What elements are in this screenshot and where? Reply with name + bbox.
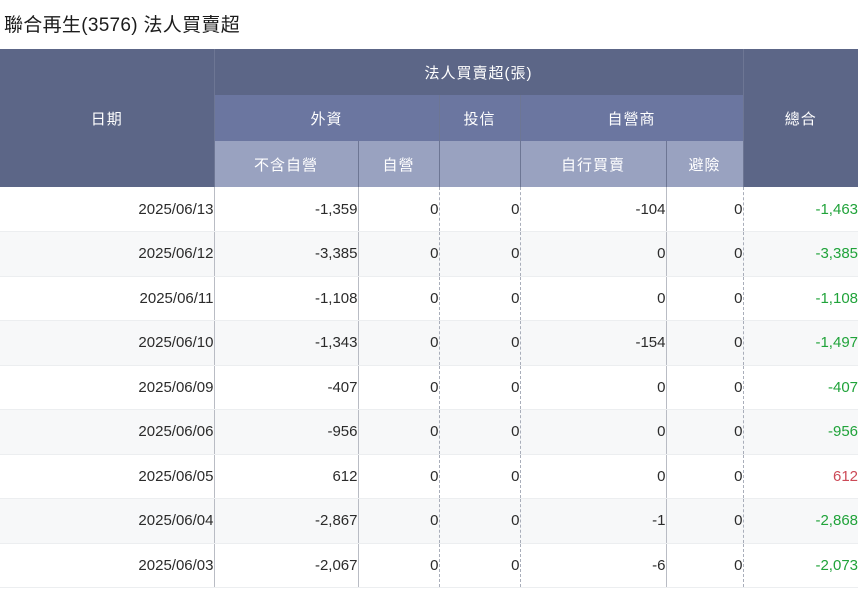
table-row: 2025/06/12 -3,385 0 0 0 0 -3,385: [0, 231, 858, 277]
column-header-dealer[interactable]: 自營商: [519, 95, 744, 141]
column-header-trust[interactable]: 投信: [438, 95, 521, 141]
cell-dealer-self: 0: [520, 454, 667, 499]
cell-foreign-ex-dealer: -2,067: [214, 543, 359, 588]
cell-foreign-dealer: 0: [358, 409, 440, 455]
column-header-total[interactable]: 總合: [742, 49, 858, 187]
cell-foreign-ex-dealer: -407: [214, 365, 359, 410]
cell-dealer-self: 0: [520, 365, 667, 410]
cell-trust: 0: [439, 543, 521, 588]
table-row: 2025/06/11 -1,108 0 0 0 0 -1,108: [0, 276, 858, 321]
cell-total: -1,108: [743, 276, 858, 321]
cell-total: -2,868: [743, 498, 858, 544]
table-body: 2025/06/13 -1,359 0 0 -104 0 -1,463 2025/06/12-…: [0, 187, 858, 588]
table-row: 2025/06/03 -2,067 0 0 -6 0 -2,073: [0, 543, 858, 588]
cell-dealer-self: 0: [520, 231, 667, 277]
cell-foreign-ex-dealer: -2,867: [214, 498, 359, 544]
cell-trust: 0: [439, 276, 521, 321]
cell-date: 2025/06/11: [0, 276, 215, 321]
cell-foreign-ex-dealer: -3,385: [214, 231, 359, 277]
header-row-1: 日期 法人買賣超(張) 總合: [0, 49, 858, 187]
table-row: 2025/06/09 -407 0 0 0 0 -407: [0, 365, 858, 410]
cell-foreign-dealer: 0: [358, 276, 440, 321]
cell-total: -2,073: [743, 543, 858, 588]
cell-foreign-ex-dealer: -1,108: [214, 276, 359, 321]
cell-dealer-hedge: 0: [666, 543, 744, 588]
table-row: 2025/06/04 -2,867 0 0 -1 0 -2,868: [0, 498, 858, 544]
column-header-foreign[interactable]: 外資: [213, 95, 440, 141]
column-header-date[interactable]: 日期: [0, 49, 215, 187]
cell-trust: 0: [439, 409, 521, 455]
cell-dealer-self: 0: [520, 409, 667, 455]
cell-dealer-self: -154: [520, 320, 667, 366]
table-header: 日期 法人買賣超(張) 總合 外資 投信 自營商 不含自營 自營 自行買賣 避險: [0, 49, 858, 187]
column-header-foreign-dealer[interactable]: 自營: [357, 141, 440, 187]
cell-date: 2025/06/06: [0, 409, 215, 455]
cell-foreign-dealer: 0: [358, 498, 440, 544]
cell-trust: 0: [439, 454, 521, 499]
cell-total: -407: [743, 365, 858, 410]
cell-dealer-hedge: 0: [666, 276, 744, 321]
cell-trust: 0: [439, 498, 521, 544]
institutional-trading-table: 日期 法人買賣超(張) 總合 外資 投信 自營商 不含自營 自營 自行買賣 避險…: [0, 49, 858, 588]
table-row: 2025/06/10 -1,343 0 0 -154 0 -1,497: [0, 320, 858, 366]
cell-trust: 0: [439, 187, 521, 232]
cell-date: 2025/06/12: [0, 231, 215, 277]
cell-trust: 0: [439, 231, 521, 277]
header-row-3: 不含自營 自營 自行買賣 避險: [0, 141, 858, 187]
cell-foreign-dealer: 0: [358, 231, 440, 277]
cell-total: -3,385: [743, 231, 858, 277]
cell-dealer-self: -6: [520, 543, 667, 588]
cell-dealer-hedge: 0: [666, 231, 744, 277]
page-title: 聯合再生(3576) 法人買賣超: [4, 15, 241, 36]
table-row: 2025/06/05 612 0 0 0 0 612: [0, 454, 858, 499]
cell-date: 2025/06/13: [0, 187, 215, 232]
column-header-foreign-ex-dealer[interactable]: 不含自營: [213, 141, 359, 187]
cell-date: 2025/06/09: [0, 365, 215, 410]
cell-foreign-ex-dealer: -1,359: [214, 187, 359, 232]
cell-date: 2025/06/03: [0, 543, 215, 588]
cell-foreign-ex-dealer: 612: [214, 454, 359, 499]
column-header-group-institutional: 法人買賣超(張): [213, 49, 744, 95]
table-row: 2025/06/06 -956 0 0 0 0 -956: [0, 409, 858, 455]
column-header-dealer-self[interactable]: 自行買賣: [519, 141, 667, 187]
cell-dealer-hedge: 0: [666, 454, 744, 499]
cell-trust: 0: [439, 365, 521, 410]
cell-dealer-hedge: 0: [666, 187, 744, 232]
cell-date: 2025/06/10: [0, 320, 215, 366]
cell-date: 2025/06/04: [0, 498, 215, 544]
cell-dealer-self: 0: [520, 276, 667, 321]
cell-trust: 0: [439, 320, 521, 366]
cell-dealer-self: -1: [520, 498, 667, 544]
cell-date: 2025/06/05: [0, 454, 215, 499]
cell-foreign-ex-dealer: -956: [214, 409, 359, 455]
cell-foreign-dealer: 0: [358, 187, 440, 232]
table-row: 2025/06/13 -1,359 0 0 -104 0 -1,463: [0, 187, 858, 232]
column-header-dealer-hedge[interactable]: 避險: [665, 141, 744, 187]
cell-total: -1,497: [743, 320, 858, 366]
cell-dealer-hedge: 0: [666, 498, 744, 544]
cell-dealer-hedge: 0: [666, 320, 744, 366]
column-header-trust-sub: [438, 141, 521, 187]
cell-total: -1,463: [743, 187, 858, 232]
cell-total: -956: [743, 409, 858, 455]
cell-foreign-dealer: 0: [358, 454, 440, 499]
header-row-2: 外資 投信 自營商: [0, 95, 858, 141]
cell-foreign-dealer: 0: [358, 543, 440, 588]
cell-total: 612: [743, 454, 858, 499]
cell-foreign-dealer: 0: [358, 365, 440, 410]
cell-dealer-hedge: 0: [666, 409, 744, 455]
cell-dealer-hedge: 0: [666, 365, 744, 410]
cell-foreign-dealer: 0: [358, 320, 440, 366]
cell-foreign-ex-dealer: -1,343: [214, 320, 359, 366]
cell-dealer-self: -104: [520, 187, 667, 232]
